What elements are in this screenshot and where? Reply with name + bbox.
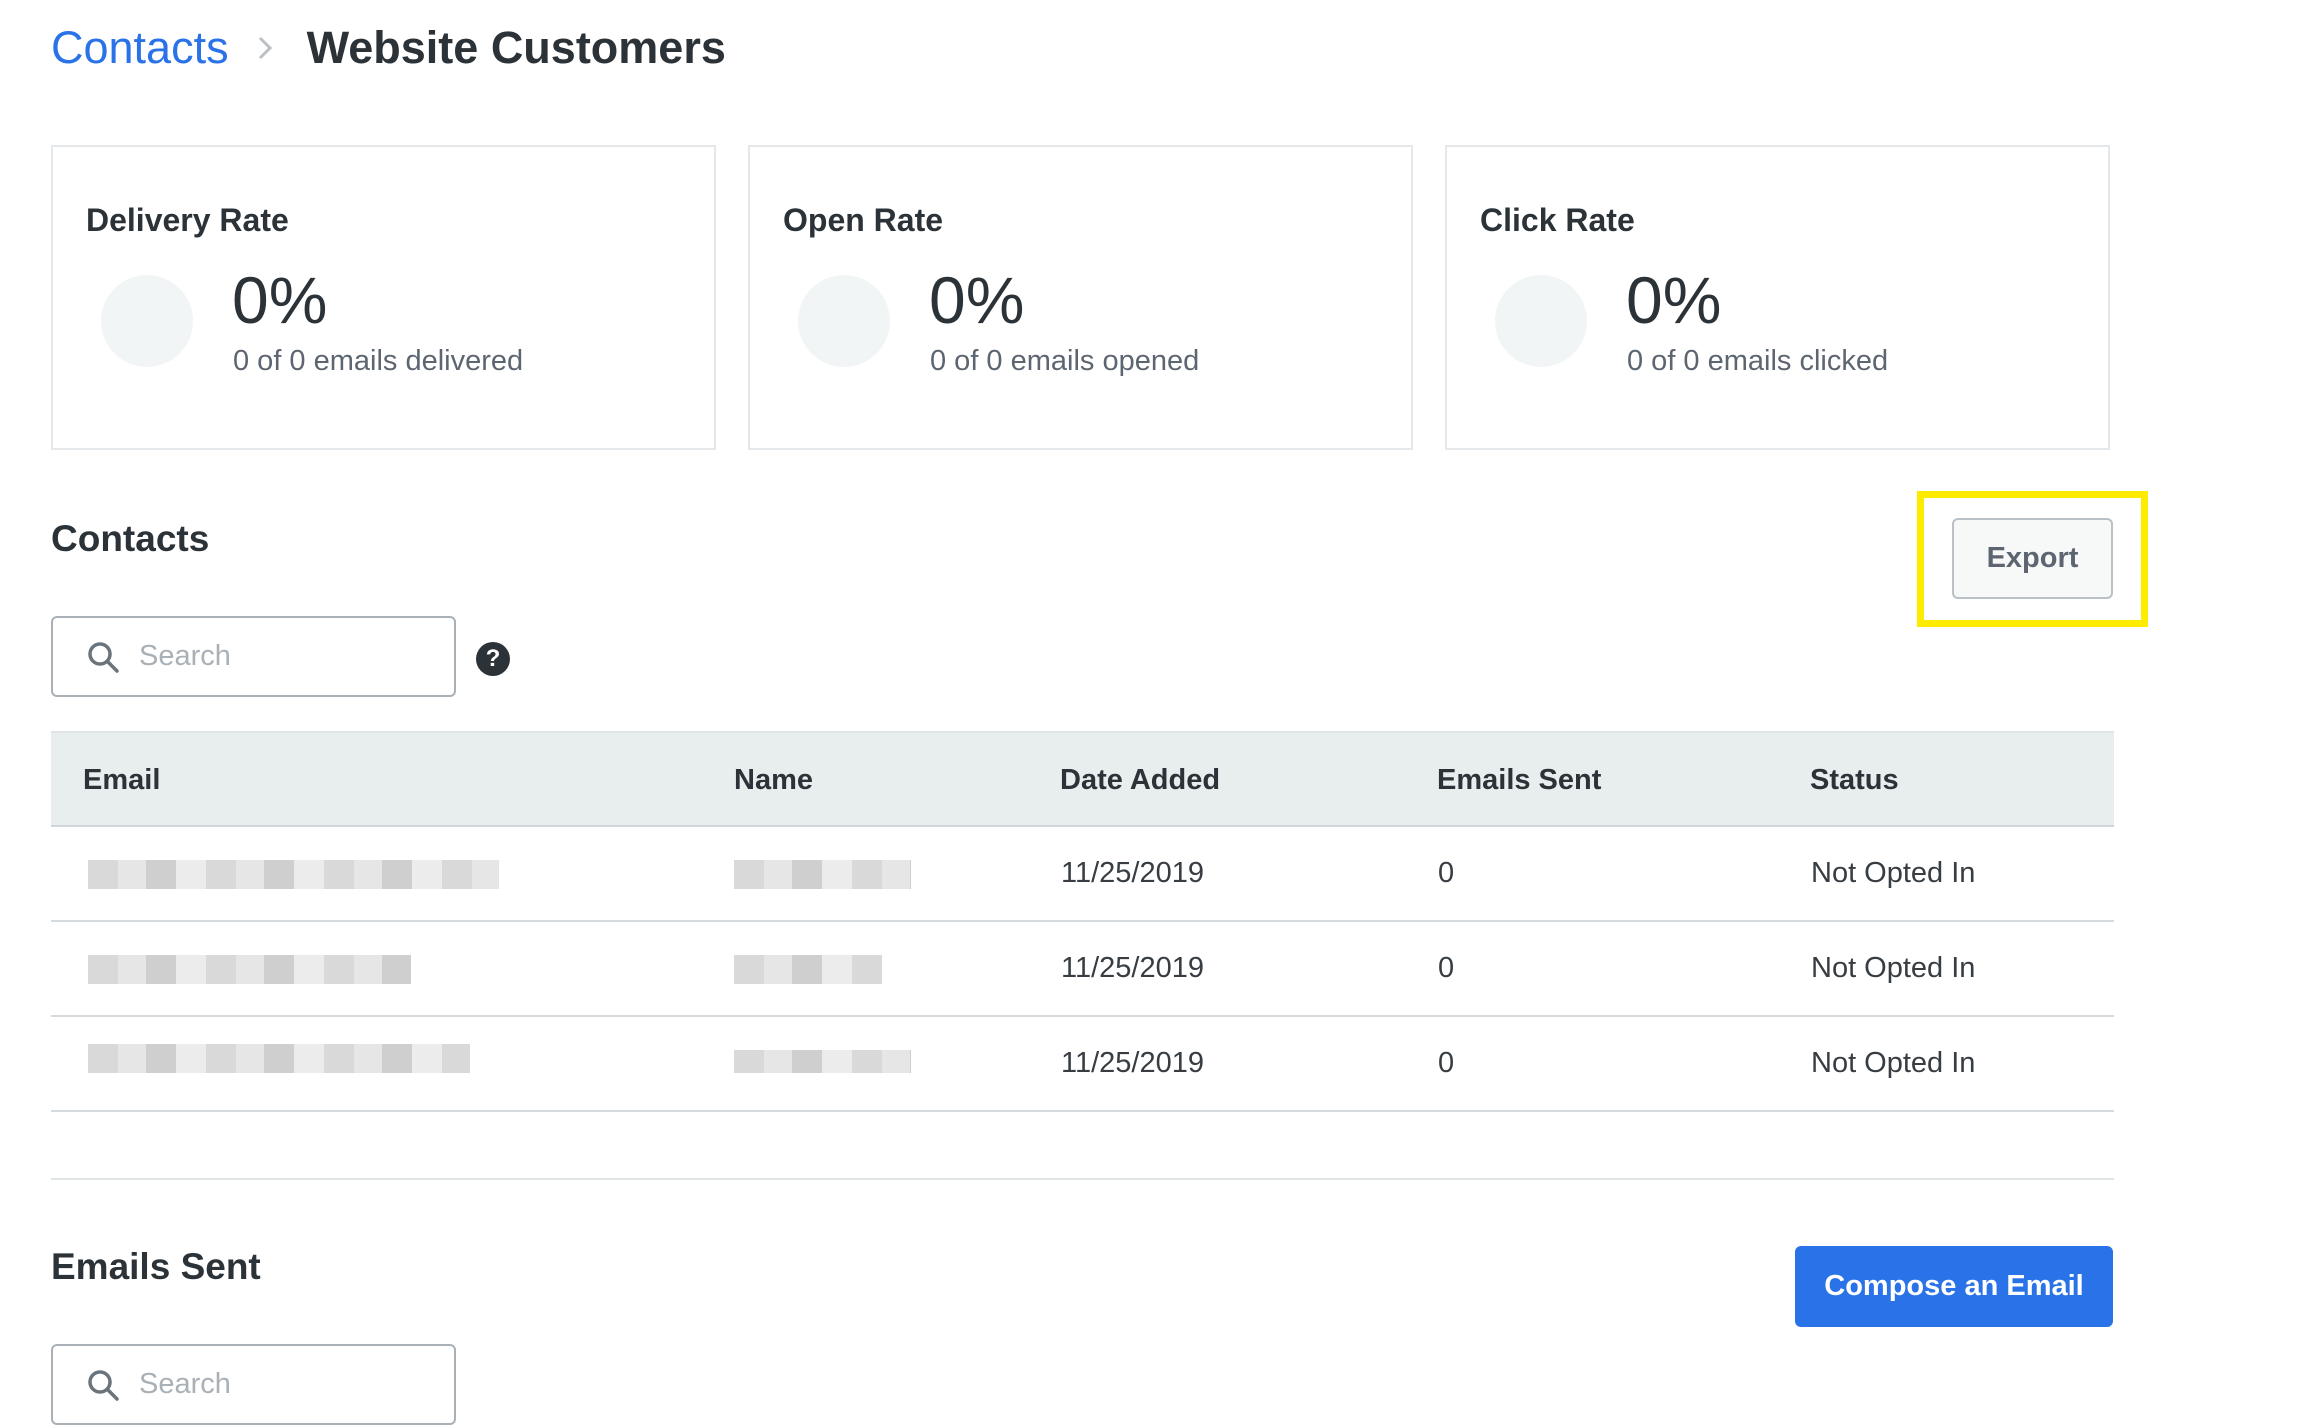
table-row[interactable]: 11/25/2019 0 Not Opted In bbox=[51, 827, 2114, 922]
redacted-name bbox=[734, 955, 882, 984]
open-rate-card: Open Rate 0% 0 of 0 emails opened bbox=[748, 145, 1413, 450]
column-header-emails-sent[interactable]: Emails Sent bbox=[1437, 763, 1602, 796]
redacted-name bbox=[734, 860, 911, 889]
card-percent: 0% bbox=[929, 263, 1025, 337]
help-icon[interactable]: ? bbox=[476, 642, 510, 676]
card-title: Open Rate bbox=[783, 202, 944, 238]
breadcrumb-contacts-link[interactable]: Contacts bbox=[51, 22, 229, 73]
section-divider bbox=[51, 1178, 2114, 1180]
search-icon bbox=[85, 639, 121, 675]
cell-status: Not Opted In bbox=[1811, 857, 1976, 889]
card-percent: 0% bbox=[1626, 263, 1722, 337]
redacted-email bbox=[88, 1044, 470, 1073]
cell-emails-sent: 0 bbox=[1438, 1047, 1455, 1079]
cell-date-added: 11/25/2019 bbox=[1061, 1047, 1204, 1079]
cell-emails-sent: 0 bbox=[1438, 857, 1455, 889]
column-header-status[interactable]: Status bbox=[1810, 763, 1899, 796]
card-title: Click Rate bbox=[1480, 202, 1635, 238]
redacted-email bbox=[88, 955, 411, 984]
redacted-email bbox=[88, 860, 499, 889]
table-row[interactable]: 11/25/2019 0 Not Opted In bbox=[51, 1017, 2114, 1112]
card-title: Delivery Rate bbox=[86, 202, 289, 238]
cell-date-added: 11/25/2019 bbox=[1061, 952, 1204, 984]
contacts-section-title: Contacts bbox=[51, 518, 210, 559]
card-subtitle: 0 of 0 emails clicked bbox=[1627, 345, 1889, 377]
cell-status: Not Opted In bbox=[1811, 952, 1976, 984]
cell-status: Not Opted In bbox=[1811, 1047, 1976, 1079]
column-header-date-added[interactable]: Date Added bbox=[1060, 763, 1221, 796]
table-header: Email Name Date Added Emails Sent Status bbox=[51, 731, 2114, 827]
export-button[interactable]: Export bbox=[1952, 518, 2113, 599]
table-row[interactable]: 11/25/2019 0 Not Opted In bbox=[51, 922, 2114, 1017]
emails-search-box[interactable] bbox=[51, 1344, 456, 1425]
delivery-rate-card: Delivery Rate 0% 0 of 0 emails delivered bbox=[51, 145, 716, 450]
column-header-name[interactable]: Name bbox=[734, 763, 813, 796]
card-percent: 0% bbox=[232, 263, 328, 337]
card-subtitle: 0 of 0 emails delivered bbox=[233, 345, 524, 377]
cell-date-added: 11/25/2019 bbox=[1061, 857, 1204, 889]
redacted-name bbox=[734, 1050, 911, 1073]
page-title: Website Customers bbox=[306, 22, 726, 73]
search-icon bbox=[85, 1367, 121, 1403]
click-rate-card: Click Rate 0% 0 of 0 emails clicked bbox=[1445, 145, 2110, 450]
export-highlight bbox=[1917, 491, 2148, 627]
cell-emails-sent: 0 bbox=[1438, 952, 1455, 984]
column-header-email[interactable]: Email bbox=[83, 763, 161, 796]
contacts-table: Email Name Date Added Emails Sent Status… bbox=[51, 731, 2114, 1112]
contacts-search-input[interactable] bbox=[139, 640, 439, 673]
compose-email-button[interactable]: Compose an Email bbox=[1795, 1246, 2113, 1327]
breadcrumb: Contacts Website Customers bbox=[51, 18, 726, 78]
card-subtitle: 0 of 0 emails opened bbox=[930, 345, 1200, 377]
contacts-search-box[interactable] bbox=[51, 616, 456, 697]
emails-search-input[interactable] bbox=[139, 1368, 439, 1401]
rate-donut bbox=[798, 275, 890, 367]
chevron-right-icon bbox=[257, 33, 277, 63]
rate-donut bbox=[101, 275, 193, 367]
rate-donut bbox=[1495, 275, 1587, 367]
emails-sent-section-title: Emails Sent bbox=[51, 1246, 261, 1287]
